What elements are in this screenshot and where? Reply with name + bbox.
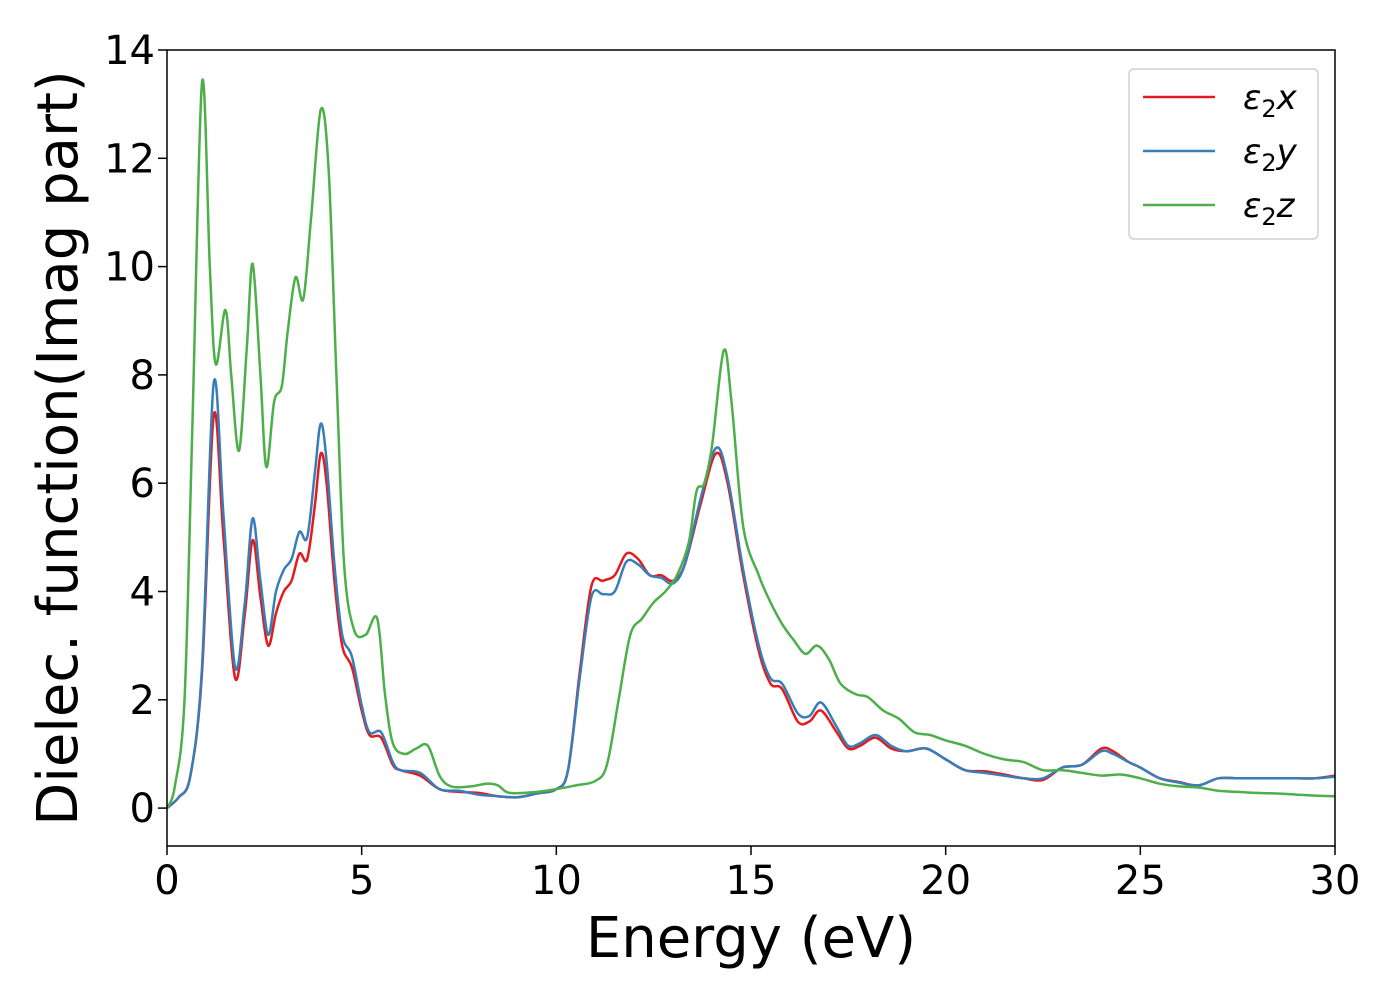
legend-box [1128,68,1319,240]
legend-label-y: ε2y [1243,132,1298,177]
legend-component: z [1276,186,1296,226]
legend-epsilon: ε [1243,186,1261,226]
x-tick-label: 25 [1115,858,1166,904]
x-tick-label: 5 [349,858,374,904]
legend-subscript: 2 [1261,149,1276,177]
legend-epsilon: ε [1243,132,1261,172]
legend-label-z: ε2z [1243,186,1296,231]
legend-epsilon: ε [1243,78,1261,118]
legend-subscript: 2 [1261,203,1276,231]
y-tick-label: 8 [130,353,155,399]
x-axis-label: Energy (eV) [586,906,916,971]
series-line-y [166,378,1336,810]
y-tick-label: 0 [130,786,155,832]
series-line-z [165,78,1336,809]
y-tick-label: 4 [130,569,155,615]
legend-subscript: 2 [1261,95,1276,123]
legend-component: y [1276,132,1298,172]
series-layer [165,78,1336,810]
x-tick-label: 10 [531,858,582,904]
x-tick-label: 15 [726,858,777,904]
y-tick-label: 2 [130,678,155,724]
y-tick-label: 10 [104,245,155,291]
y-tick-label: 6 [130,461,155,507]
x-tick-label: 20 [920,858,971,904]
y-axis-label: Dielec. function(Imag part) [26,70,91,826]
y-tick-label: 12 [104,136,155,182]
legend-label-x: ε2x [1243,78,1298,123]
y-tick-label: 14 [104,28,155,74]
legend-component: x [1276,78,1298,118]
ticks-layer: 0 5 10 15 20 25 30 0 2 4 6 8 10 12 14 [104,28,1360,904]
x-tick-label: 30 [1310,858,1361,904]
x-tick-label: 0 [154,858,179,904]
